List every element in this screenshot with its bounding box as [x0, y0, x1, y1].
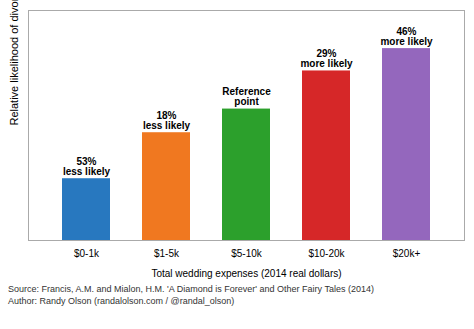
svg-text:53%less likely: 53%less likely — [63, 156, 111, 177]
svg-text:$1-5k: $1-5k — [154, 248, 180, 259]
svg-text:46%more likely: 46%more likely — [380, 26, 433, 47]
svg-text:$10-20k: $10-20k — [308, 248, 345, 259]
svg-text:29%more likely: 29%more likely — [300, 48, 353, 69]
svg-text:$20k+: $20k+ — [393, 248, 421, 259]
svg-text:$5-10k: $5-10k — [231, 248, 263, 259]
svg-text:Referencepoint: Referencepoint — [222, 86, 271, 107]
html-text:Source: Francis, A.M. and Mial: Source: Francis, A.M. and Mialon, H.M. '… — [8, 284, 374, 306]
svg-text:$0-1k: $0-1k — [74, 248, 100, 259]
svg-text:Relative likelihood of divorce: Relative likelihood of divorce — [8, 0, 20, 126]
svg-text:Total wedding expenses (2014 r: Total wedding expenses (2014 real dollar… — [151, 268, 341, 279]
svg-text:18%less likely: 18%less likely — [143, 110, 191, 131]
